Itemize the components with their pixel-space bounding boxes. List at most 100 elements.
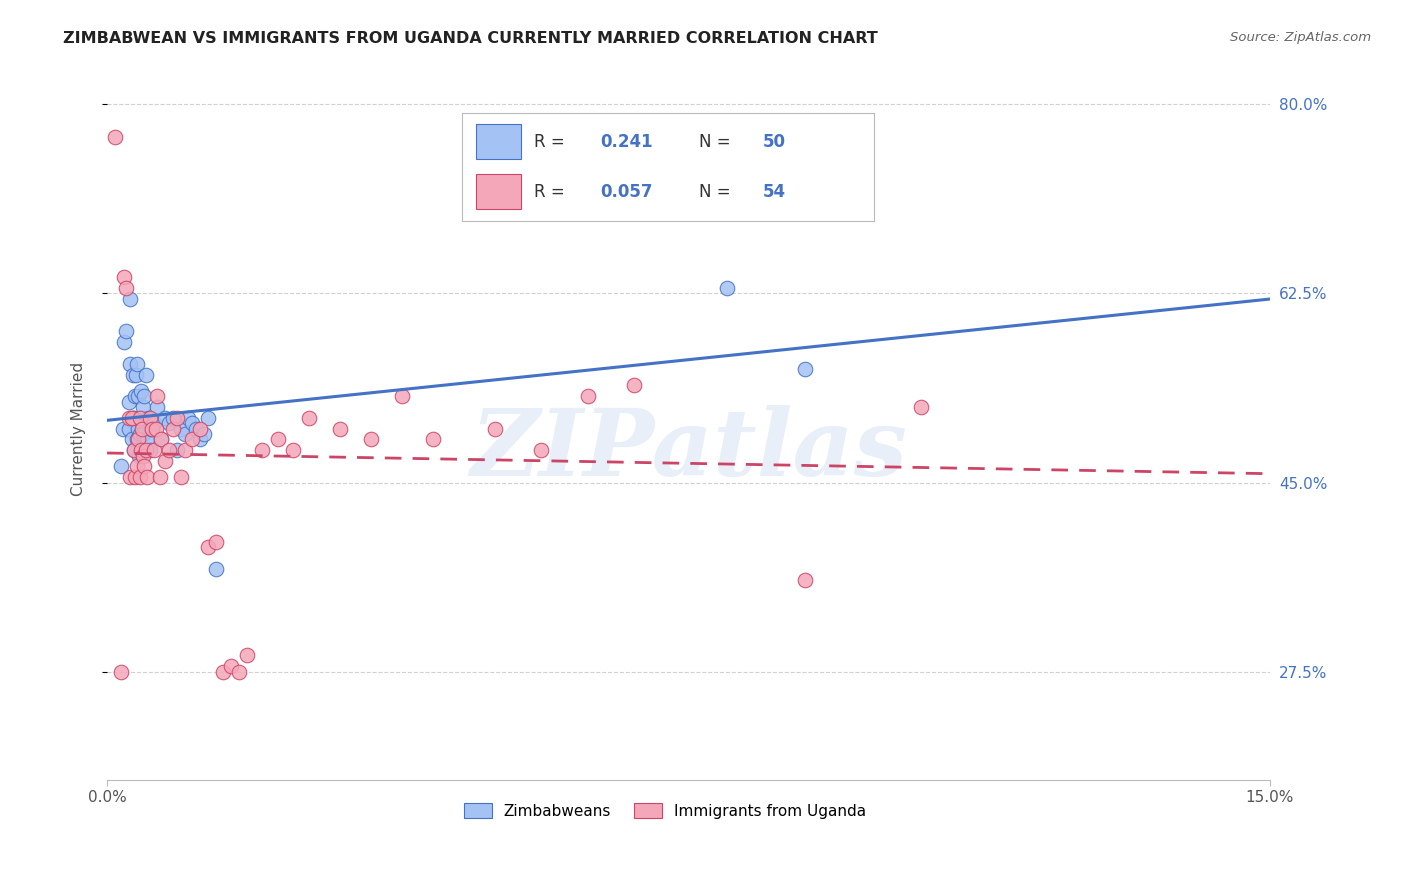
Point xyxy=(173,426,195,441)
Point xyxy=(127,421,149,435)
Point xyxy=(129,470,152,484)
Point xyxy=(150,433,173,447)
Point xyxy=(118,394,141,409)
Point xyxy=(173,443,195,458)
Point xyxy=(122,410,145,425)
Point xyxy=(121,433,143,447)
Point xyxy=(157,443,180,458)
Point xyxy=(162,410,184,425)
Point xyxy=(127,357,149,371)
Point xyxy=(129,384,152,398)
Point xyxy=(118,421,141,435)
Point xyxy=(124,470,146,484)
Point xyxy=(181,433,204,447)
Point xyxy=(120,292,142,306)
Point xyxy=(145,421,167,435)
Point xyxy=(120,470,142,484)
Legend: Zimbabweans, Immigrants from Uganda: Zimbabweans, Immigrants from Uganda xyxy=(458,797,872,824)
Point xyxy=(910,400,932,414)
Point xyxy=(197,410,219,425)
Point xyxy=(793,362,815,376)
Text: Source: ZipAtlas.com: Source: ZipAtlas.com xyxy=(1230,31,1371,45)
Point xyxy=(166,443,188,458)
Point xyxy=(170,470,193,484)
Point xyxy=(115,281,138,295)
Point xyxy=(142,443,165,458)
Point xyxy=(204,562,226,576)
Point xyxy=(125,368,148,382)
Point xyxy=(121,410,143,425)
Point xyxy=(128,410,150,425)
Point xyxy=(136,470,159,484)
Point xyxy=(121,410,143,425)
Point xyxy=(115,324,138,338)
Point xyxy=(157,416,180,430)
Point xyxy=(193,426,215,441)
Point xyxy=(188,433,211,447)
Point xyxy=(162,421,184,435)
Point xyxy=(110,665,132,679)
Point xyxy=(181,416,204,430)
Point xyxy=(197,541,219,555)
Point xyxy=(129,443,152,458)
Point xyxy=(177,410,200,425)
Point xyxy=(186,421,208,435)
Point xyxy=(134,389,156,403)
Point xyxy=(142,416,165,430)
Point xyxy=(127,433,149,447)
Point xyxy=(530,443,553,458)
Point xyxy=(204,535,226,549)
Point xyxy=(250,443,273,458)
Point xyxy=(141,421,163,435)
Point xyxy=(391,389,413,403)
Point xyxy=(132,400,155,414)
Point xyxy=(125,459,148,474)
Point xyxy=(104,129,127,144)
Point xyxy=(153,454,176,468)
Point xyxy=(170,421,193,435)
Point xyxy=(136,410,159,425)
Point xyxy=(219,659,242,673)
Point xyxy=(122,368,145,382)
Point xyxy=(212,665,235,679)
Point xyxy=(131,416,153,430)
Point xyxy=(146,389,169,403)
Point xyxy=(281,443,304,458)
Point xyxy=(138,443,160,458)
Text: ZIMBABWEAN VS IMMIGRANTS FROM UGANDA CURRENTLY MARRIED CORRELATION CHART: ZIMBABWEAN VS IMMIGRANTS FROM UGANDA CUR… xyxy=(63,31,877,46)
Point xyxy=(422,433,444,447)
Point xyxy=(329,421,352,435)
Point xyxy=(135,443,157,458)
Point xyxy=(360,433,382,447)
Text: ZIPatlas: ZIPatlas xyxy=(470,405,907,494)
Point xyxy=(111,421,134,435)
Point xyxy=(623,378,645,392)
Point xyxy=(128,426,150,441)
Point xyxy=(120,357,142,371)
Point xyxy=(132,449,155,463)
Point xyxy=(122,443,145,458)
Point xyxy=(793,573,815,587)
Point xyxy=(153,410,176,425)
Point xyxy=(110,459,132,474)
Point xyxy=(166,410,188,425)
Point xyxy=(228,665,250,679)
Point xyxy=(297,410,319,425)
Point xyxy=(129,410,152,425)
Point xyxy=(235,648,257,663)
Point xyxy=(127,389,149,403)
Point xyxy=(122,443,145,458)
Point xyxy=(112,270,135,285)
Point xyxy=(141,421,163,435)
Point xyxy=(146,400,169,414)
Point xyxy=(150,433,173,447)
Point xyxy=(132,426,155,441)
Point xyxy=(484,421,506,435)
Point xyxy=(112,335,135,350)
Point xyxy=(266,433,288,447)
Point xyxy=(134,459,156,474)
Point xyxy=(136,433,159,447)
Point xyxy=(138,410,160,425)
Point xyxy=(125,433,148,447)
Point xyxy=(118,410,141,425)
